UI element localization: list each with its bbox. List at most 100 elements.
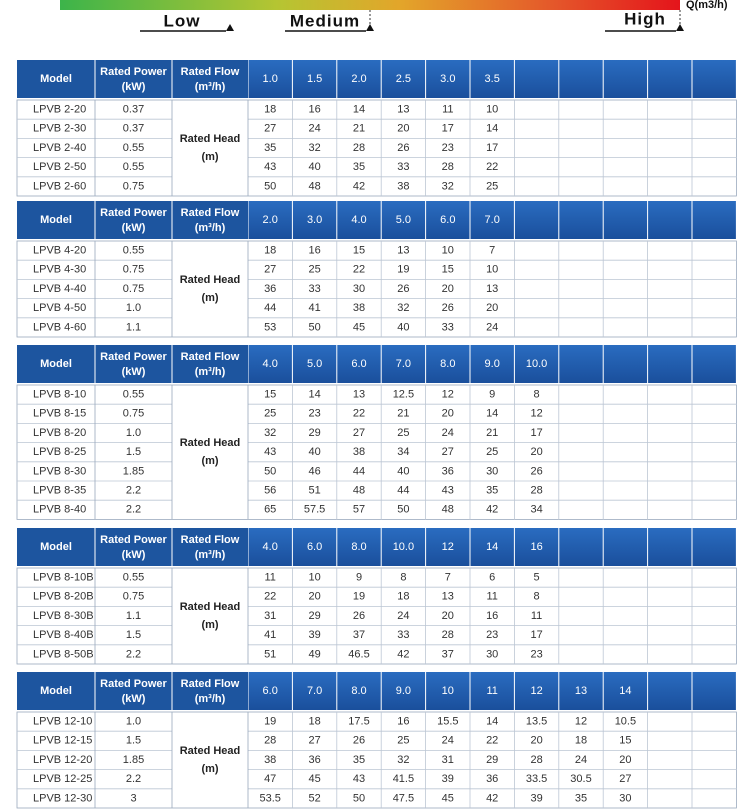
rated-head: Rated Head (180, 601, 241, 613)
head-value: 38 (264, 754, 276, 766)
header-cell (381, 528, 426, 566)
head-value: 15 (442, 264, 454, 276)
head-value: 43 (264, 161, 276, 173)
power: 0.37 (123, 104, 144, 116)
head-value: 21 (353, 123, 365, 135)
head-value: 23 (530, 648, 542, 660)
flow-value: 11 (486, 685, 497, 697)
head-value: 65 (264, 504, 276, 516)
head-value: 13 (486, 283, 498, 295)
head-value: 15 (619, 735, 631, 747)
head-value: 22 (486, 735, 498, 747)
head-value: 47.5 (393, 792, 414, 804)
flow-value: 16 (530, 541, 542, 553)
low-label: Low (164, 11, 201, 30)
head-value: 8 (400, 572, 406, 584)
power: 1.0 (126, 716, 141, 728)
head-value: 7 (445, 572, 451, 584)
flow-value: 12 (442, 541, 454, 553)
head-value: 36 (442, 465, 454, 477)
power: 1.5 (126, 446, 141, 458)
head-value: 14 (353, 104, 365, 116)
model: LPVB 12-30 (33, 792, 92, 804)
header-cell (692, 672, 736, 710)
head-value: 38 (353, 446, 365, 458)
model: LPVB 2-60 (33, 180, 86, 192)
head-value: 28 (530, 754, 542, 766)
rated-head: Rated Head (180, 745, 241, 757)
rated-head: (m) (201, 455, 218, 467)
head-value: 29 (308, 427, 320, 439)
power: 3 (130, 792, 136, 804)
head-value: 27 (442, 446, 454, 458)
flow-value: 10 (442, 685, 454, 697)
head-value: 38 (397, 180, 409, 192)
model: LPVB 2-30 (33, 123, 86, 135)
head-value: 52 (308, 792, 320, 804)
header-cell (248, 528, 292, 566)
body-bg (16, 567, 737, 665)
head-value: 31 (264, 610, 276, 622)
head-value: 51 (264, 648, 276, 660)
marker (226, 24, 234, 31)
head-value: 12 (575, 716, 587, 728)
header-cell (470, 345, 514, 383)
head-value: 33 (308, 283, 320, 295)
header-cell (292, 201, 337, 239)
head-value: 14 (486, 716, 498, 728)
head-value: 27 (353, 427, 365, 439)
head-value: 25 (397, 735, 409, 747)
head-value: 13.5 (526, 716, 547, 728)
header-bg (17, 345, 248, 383)
power: 0.75 (123, 408, 144, 420)
power: 2.2 (126, 648, 141, 660)
body-bg (16, 240, 737, 338)
model: LPVB 4-30 (33, 264, 86, 276)
header-cell (470, 201, 514, 239)
head-value: 53.5 (259, 792, 280, 804)
head-value: 8 (534, 591, 540, 603)
head-value: 48 (442, 504, 454, 516)
flow-value: 8.0 (351, 541, 366, 553)
head-value: 24 (397, 610, 409, 622)
header-cell (603, 345, 648, 383)
header-cell (514, 345, 559, 383)
power: 1.0 (126, 302, 141, 314)
head-value: 10 (486, 104, 498, 116)
header-flow: Rated Flow (181, 678, 240, 690)
power: 0.75 (123, 283, 144, 295)
header-cell (426, 201, 470, 239)
header-flow: (m³/h) (195, 366, 226, 378)
high-label: High (624, 9, 666, 28)
head-value: 39 (308, 629, 320, 641)
power: 0.55 (123, 245, 144, 257)
header-cell (692, 201, 736, 239)
head-value: 20 (619, 754, 631, 766)
head-value: 10 (308, 572, 320, 584)
head-value: 26 (397, 283, 409, 295)
head-value: 10 (442, 245, 454, 257)
head-value: 10 (486, 264, 498, 276)
head-value: 12.5 (393, 389, 414, 401)
header-bg (17, 201, 248, 239)
header-cell (603, 528, 648, 566)
head-value: 16 (397, 716, 409, 728)
head-value: 15 (353, 245, 365, 257)
flow-value: 9.0 (485, 358, 500, 370)
head-value: 14 (486, 123, 498, 135)
flow-value: 8.0 (440, 358, 455, 370)
header-cell (648, 201, 692, 239)
flow-value: 12 (530, 685, 542, 697)
power: 1.0 (126, 427, 141, 439)
header-cell (559, 60, 603, 98)
power: 0.55 (123, 161, 144, 173)
header-cell (514, 201, 559, 239)
head-value: 23 (442, 142, 454, 154)
model: LPVB 8-10 (33, 389, 86, 401)
head-value: 23 (486, 629, 498, 641)
head-value: 20 (530, 735, 542, 747)
head-value: 29 (486, 754, 498, 766)
header-cell (248, 345, 292, 383)
model: LPVB 2-20 (33, 104, 86, 116)
